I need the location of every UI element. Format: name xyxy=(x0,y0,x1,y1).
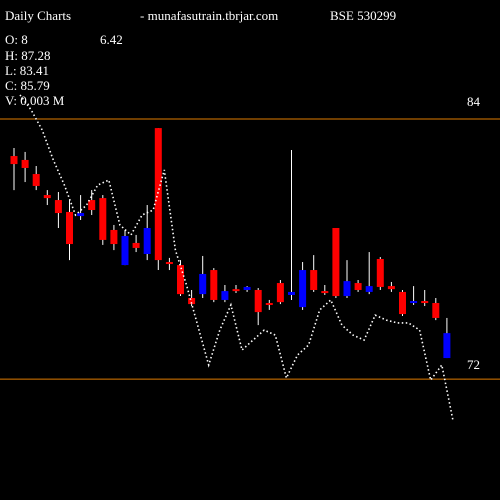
candle-body xyxy=(376,258,384,287)
candle-body xyxy=(288,291,295,295)
candle-body xyxy=(77,213,85,217)
candle-body xyxy=(143,228,151,255)
ticker: BSE 530299 xyxy=(330,8,396,23)
candle-body xyxy=(343,281,351,297)
candle-body xyxy=(165,262,173,265)
candle-body xyxy=(99,198,107,240)
candle-body xyxy=(177,265,184,295)
candle-body xyxy=(66,211,73,245)
candle-body xyxy=(132,242,140,248)
candle-body xyxy=(321,291,329,294)
candle-body xyxy=(276,283,284,303)
candle-body xyxy=(265,302,273,305)
candle-body xyxy=(121,236,129,266)
candle-body xyxy=(221,291,229,300)
candle-body xyxy=(188,298,196,305)
candle-body xyxy=(421,301,429,304)
candle-body xyxy=(410,301,418,304)
candle-body xyxy=(310,270,318,290)
candle-body xyxy=(254,289,262,313)
info-high: H: 87.28 xyxy=(5,48,51,63)
candle-body xyxy=(21,159,29,168)
chart-title: Daily Charts xyxy=(5,8,71,23)
candle-body xyxy=(32,174,40,186)
y-tick-label: 84 xyxy=(467,94,481,109)
candle-body xyxy=(199,273,207,295)
candle-body xyxy=(354,283,362,290)
candle-body xyxy=(365,286,373,292)
candle-body xyxy=(332,228,340,297)
info-close: C: 85.79 xyxy=(5,78,50,93)
candle-body xyxy=(210,270,218,300)
candle-body xyxy=(43,195,51,199)
y-tick-label: 72 xyxy=(467,357,480,372)
info-open-extra: 6.42 xyxy=(100,32,123,47)
candle-body xyxy=(299,270,307,308)
candle-body xyxy=(10,156,18,165)
candle-body xyxy=(387,286,395,290)
chart-subtitle: - munafasutrain.tbrjar.com xyxy=(140,8,278,23)
candle-body xyxy=(54,200,62,214)
candle-body xyxy=(243,286,251,290)
candle-body xyxy=(432,302,440,318)
moving-average-line xyxy=(19,94,454,421)
candle-body xyxy=(232,289,240,292)
info-volume: V: 0.003 M xyxy=(5,93,65,108)
candle-body xyxy=(110,229,118,245)
candle-body xyxy=(154,128,162,261)
info-open: O: 8 xyxy=(5,32,28,47)
info-low: L: 83.41 xyxy=(5,63,49,78)
candle-body xyxy=(399,291,406,315)
candle-body xyxy=(88,200,96,211)
candle-body xyxy=(443,333,451,359)
